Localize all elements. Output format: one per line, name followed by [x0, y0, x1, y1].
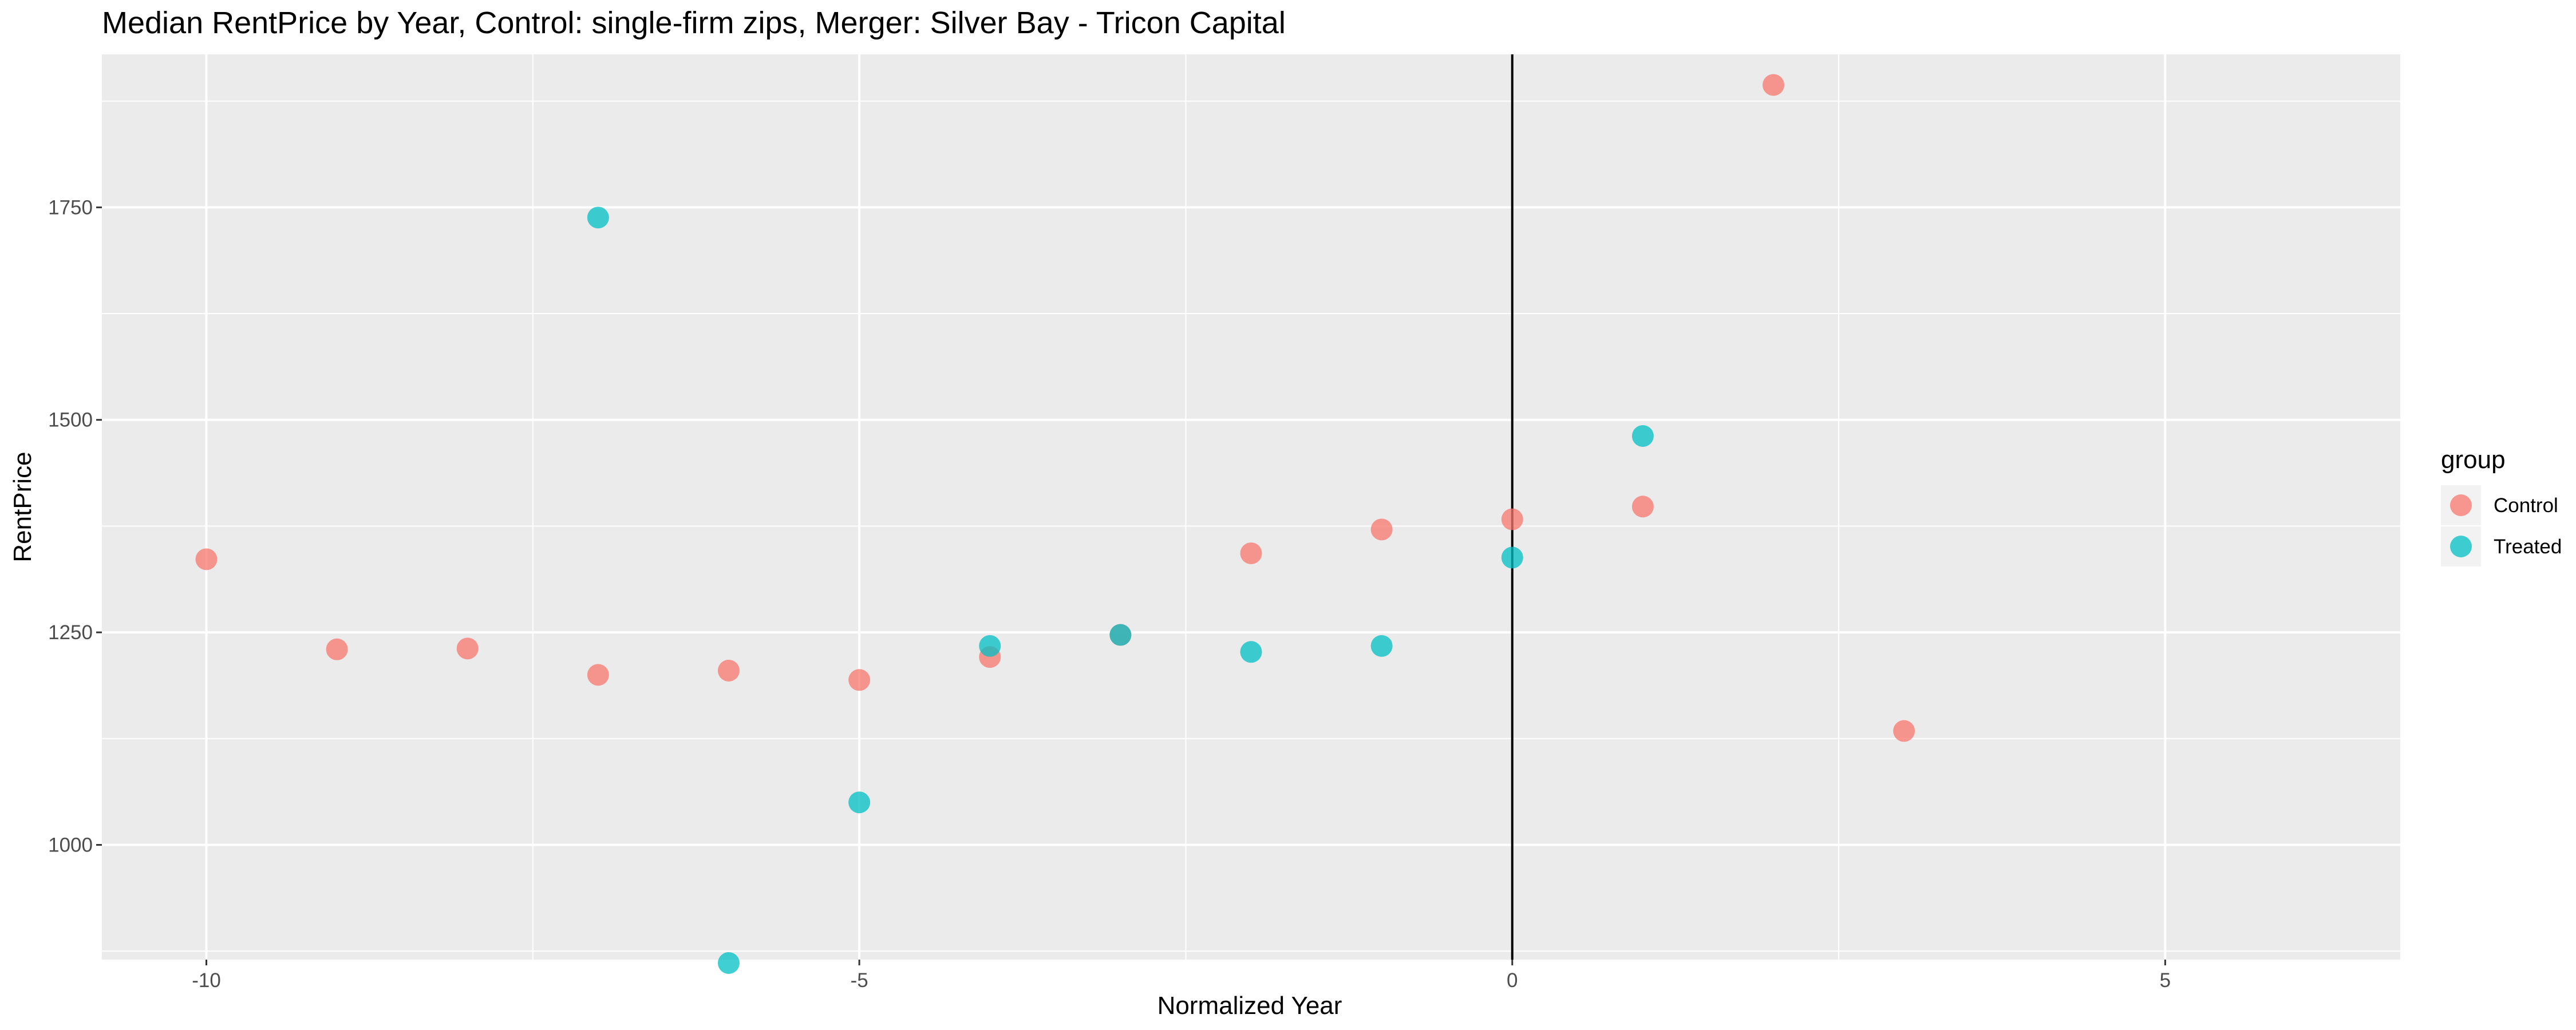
data-points	[195, 74, 1915, 974]
control-point	[848, 669, 871, 691]
control-point	[1501, 508, 1523, 530]
control-point	[326, 638, 348, 660]
y-axis: 1000 1250 1500 1750	[48, 196, 102, 856]
control-point	[1240, 542, 1262, 564]
x-tick-label: -5	[851, 969, 868, 992]
control-point	[456, 637, 479, 660]
x-tick-label: -10	[192, 969, 221, 992]
legend-label-treated: Treated	[2494, 536, 2562, 558]
x-axis: -10 -5 0 5	[192, 960, 2171, 992]
control-point	[1370, 518, 1393, 541]
x-tick-label: 0	[1507, 969, 1518, 992]
treated-point	[718, 952, 740, 974]
legend-swatch-treated	[2450, 536, 2472, 557]
y-tick-label: 1500	[48, 409, 93, 431]
x-tick-label: 5	[2160, 969, 2171, 992]
treated-point	[1501, 546, 1523, 569]
treated-point	[1109, 624, 1132, 646]
y-axis-title: RentPrice	[9, 451, 37, 562]
treated-point	[848, 791, 871, 814]
treated-point	[587, 207, 609, 229]
x-axis-title: Normalized Year	[1157, 992, 1342, 1020]
control-point	[1763, 74, 1784, 96]
legend-swatch-control	[2450, 494, 2472, 516]
control-point	[195, 548, 218, 571]
control-point	[718, 659, 740, 682]
control-point	[587, 664, 609, 686]
y-tick-label: 1750	[48, 196, 93, 219]
plot-panel	[102, 54, 2400, 960]
control-point	[1893, 720, 1915, 742]
treated-point	[1631, 425, 1654, 447]
control-point	[1631, 496, 1654, 518]
y-tick-label: 1250	[48, 621, 93, 644]
legend-title: group	[2441, 446, 2506, 474]
treated-point	[979, 635, 1001, 657]
treated-point	[1370, 635, 1393, 657]
y-tick-label: 1000	[48, 834, 93, 856]
legend: group Control Treated	[2441, 446, 2562, 566]
treated-point	[1240, 641, 1262, 663]
chart-title: Median RentPrice by Year, Control: singl…	[102, 6, 1286, 40]
panel-background	[102, 54, 2400, 960]
legend-label-control: Control	[2494, 494, 2558, 517]
